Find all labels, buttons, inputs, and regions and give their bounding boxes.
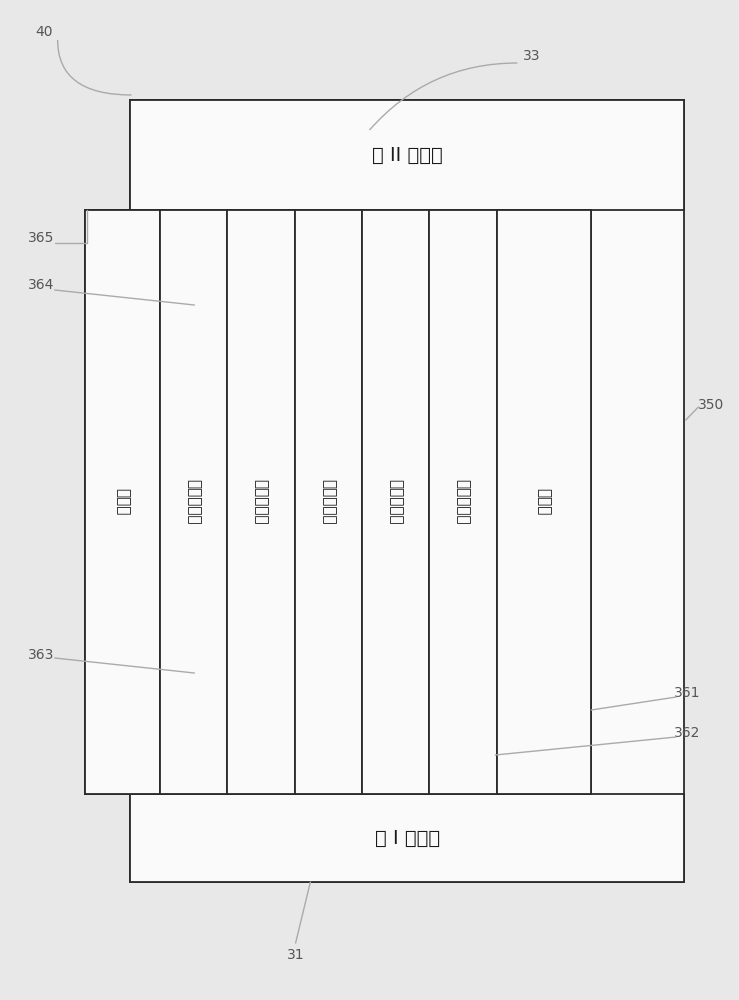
Bar bbox=[497, 210, 591, 794]
Text: 第二间隔部: 第二间隔部 bbox=[388, 479, 403, 525]
Text: 365: 365 bbox=[27, 231, 54, 245]
Text: 第 I 层系区: 第 I 层系区 bbox=[375, 828, 440, 848]
Text: 第一间隔部: 第一间隔部 bbox=[455, 479, 471, 525]
Text: 第 II 层系区: 第 II 层系区 bbox=[372, 145, 443, 164]
Text: 350: 350 bbox=[698, 398, 724, 412]
Bar bbox=[130, 100, 684, 210]
Text: 40: 40 bbox=[35, 25, 53, 39]
Text: 第四间隔部: 第四间隔部 bbox=[253, 479, 268, 525]
Text: 第五间隔部: 第五间隔部 bbox=[186, 479, 201, 525]
Bar bbox=[130, 794, 684, 882]
Text: 33: 33 bbox=[523, 49, 541, 63]
Text: 362: 362 bbox=[674, 726, 701, 740]
Text: 基底部: 基底部 bbox=[537, 488, 551, 516]
Bar bbox=[85, 210, 591, 794]
Text: 第三间隔部: 第三间隔部 bbox=[321, 479, 336, 525]
Text: 363: 363 bbox=[27, 648, 54, 662]
Text: 31: 31 bbox=[287, 948, 304, 962]
Text: 361: 361 bbox=[674, 686, 701, 700]
Bar bbox=[295, 210, 362, 794]
Bar bbox=[362, 210, 429, 794]
Bar bbox=[85, 210, 160, 794]
Bar bbox=[130, 100, 684, 882]
Bar bbox=[227, 210, 295, 794]
Bar bbox=[160, 210, 227, 794]
Text: 接面层: 接面层 bbox=[115, 488, 130, 516]
Bar bbox=[429, 210, 497, 794]
Text: 364: 364 bbox=[27, 278, 54, 292]
